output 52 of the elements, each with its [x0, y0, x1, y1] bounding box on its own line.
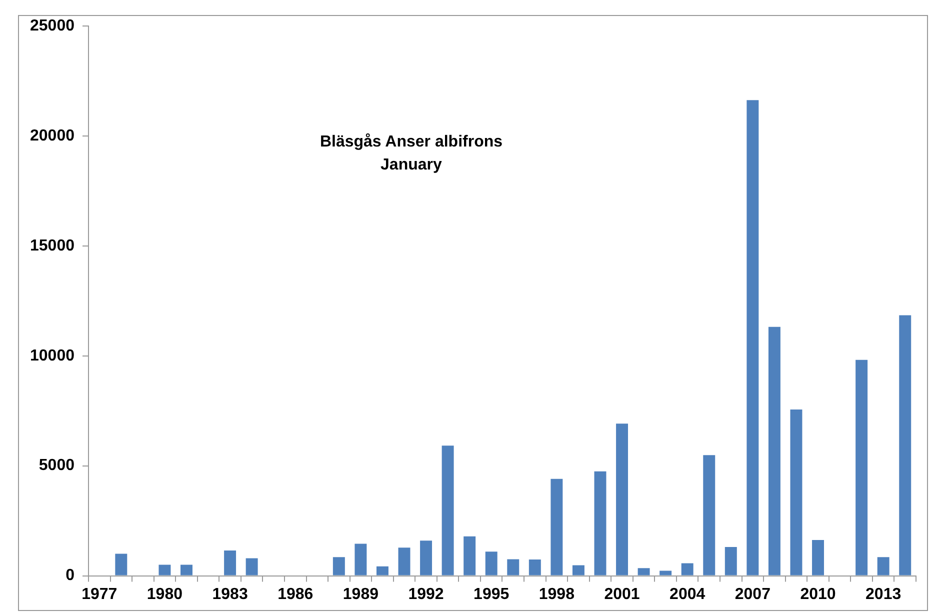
bar — [376, 566, 388, 576]
bar — [616, 424, 628, 576]
bar — [180, 564, 192, 576]
x-tick-label: 1989 — [342, 586, 379, 603]
bar — [790, 410, 802, 576]
y-tick-label: 5000 — [38, 457, 75, 474]
text: Bläsgås Anser albifrons — [320, 132, 503, 150]
bar — [485, 552, 498, 576]
bar — [420, 540, 432, 576]
bar — [660, 570, 672, 576]
bar — [354, 544, 367, 576]
bar — [812, 540, 824, 576]
bar — [528, 560, 541, 576]
x-tick-label: 2010 — [800, 586, 836, 603]
x-tick-label: 1998 — [538, 586, 575, 603]
bar — [115, 554, 128, 576]
bar — [594, 471, 606, 576]
bar — [877, 557, 890, 576]
bar — [681, 563, 694, 576]
x-tick-label: 2007 — [734, 586, 771, 603]
x-tick-label: 2013 — [866, 586, 902, 603]
bar — [332, 557, 345, 576]
y-tick-label: 20000 — [30, 127, 75, 144]
bar — [398, 548, 410, 576]
bar — [638, 568, 650, 576]
x-tick-label: 1995 — [474, 586, 510, 603]
bar — [550, 478, 563, 576]
y-tick-label: 15000 — [30, 237, 75, 254]
text: January — [380, 156, 442, 174]
x-tick-label: 1977 — [82, 586, 118, 603]
y-tick-label: 25000 — [30, 17, 75, 34]
x-tick-label: 1992 — [408, 586, 444, 603]
bar — [768, 326, 780, 576]
bar — [224, 550, 236, 576]
bar — [703, 455, 716, 576]
x-tick-label: 1983 — [212, 586, 248, 603]
bar — [507, 559, 520, 576]
bar — [899, 315, 912, 576]
y-tick-label: 0 — [66, 567, 75, 584]
bar — [572, 565, 584, 576]
bar — [724, 546, 737, 576]
bar — [246, 558, 258, 576]
x-tick-label: 1986 — [278, 586, 314, 603]
bar — [464, 536, 476, 576]
y-tick-label: 10000 — [30, 347, 75, 364]
bar — [746, 100, 759, 576]
x-tick-label: 1980 — [146, 586, 183, 603]
bar — [158, 564, 171, 576]
x-tick-label: 2001 — [604, 586, 640, 603]
x-tick-label: 2004 — [670, 586, 706, 603]
bar — [442, 446, 454, 576]
bar — [856, 360, 868, 576]
